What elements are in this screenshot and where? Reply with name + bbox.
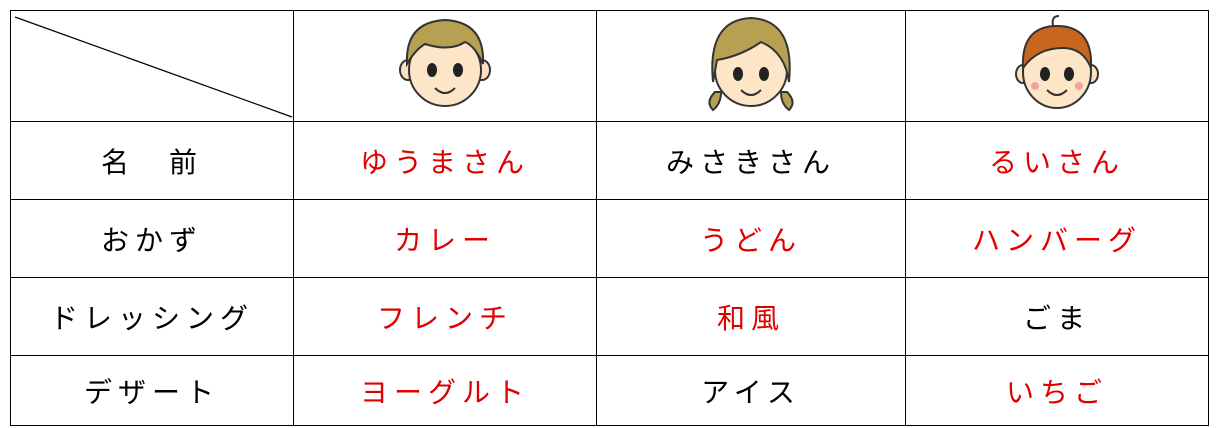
cell: うどん [596, 199, 906, 278]
row: 名 前 ゆうまさん みさきさん るいさん [10, 121, 1209, 200]
boy-face [1015, 15, 1099, 109]
cell: アイス [596, 355, 906, 426]
girl-face [708, 16, 794, 112]
cell: ヨーグルト [293, 355, 597, 426]
header-row [10, 10, 1209, 122]
cell: 名 前 [10, 121, 294, 200]
face-cell [293, 10, 597, 122]
face-cell [596, 10, 906, 122]
cell: るいさん [905, 121, 1209, 200]
cell: 和風 [596, 277, 906, 356]
boy-face [399, 18, 491, 107]
cell: ドレッシング [10, 277, 294, 356]
cell: カレー [293, 199, 597, 278]
cell: フレンチ [293, 277, 597, 356]
lunch-table: 名 前 ゆうまさん みさきさん るいさん おかず カレー うどん ハンバーグ ド… [10, 10, 1209, 426]
cell: ゆうまさん [293, 121, 597, 200]
cell: みさきさん [596, 121, 906, 200]
row: デザート ヨーグルト アイス いちご [10, 355, 1209, 426]
cell: デザート [10, 355, 294, 426]
row: おかず カレー うどん ハンバーグ [10, 199, 1209, 278]
cell: おかず [10, 199, 294, 278]
diagonal [14, 16, 293, 118]
cell: ハンバーグ [905, 199, 1209, 278]
face-cell [905, 10, 1209, 122]
cell: いちご [905, 355, 1209, 426]
cell: ごま [905, 277, 1209, 356]
row: ドレッシング フレンチ 和風 ごま [10, 277, 1209, 356]
corner-cell [10, 10, 294, 122]
